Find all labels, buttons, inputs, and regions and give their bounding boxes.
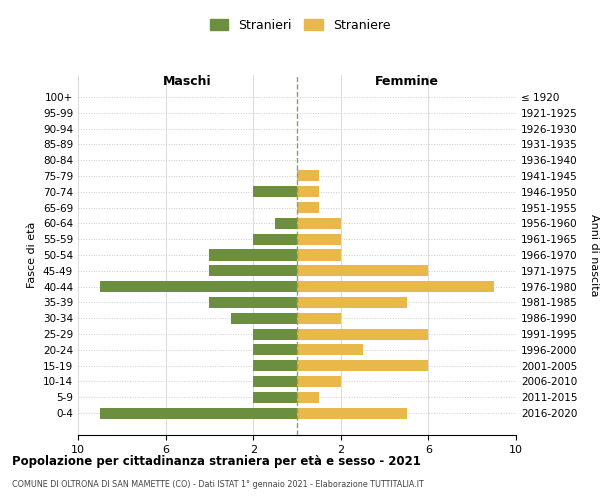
Bar [297,312,341,324]
Bar [297,360,428,371]
Bar [297,234,341,244]
Bar [209,250,297,260]
Bar [297,328,428,340]
Bar [297,170,319,181]
Bar [209,297,297,308]
Text: Maschi: Maschi [163,74,212,88]
Bar [297,392,319,403]
Bar [253,344,297,356]
Bar [100,408,297,418]
Text: COMUNE DI OLTRONA DI SAN MAMETTE (CO) - Dati ISTAT 1° gennaio 2021 - Elaborazion: COMUNE DI OLTRONA DI SAN MAMETTE (CO) - … [12,480,424,489]
Text: Popolazione per cittadinanza straniera per età e sesso - 2021: Popolazione per cittadinanza straniera p… [12,455,421,468]
Y-axis label: Anni di nascita: Anni di nascita [589,214,599,296]
Bar [297,408,407,418]
Bar [297,344,363,356]
Bar [297,218,341,229]
Bar [253,186,297,198]
Bar [253,234,297,244]
Legend: Stranieri, Straniere: Stranieri, Straniere [205,14,395,37]
Bar [253,392,297,403]
Bar [297,186,319,198]
Bar [297,202,319,213]
Text: Femmine: Femmine [374,74,439,88]
Bar [100,281,297,292]
Bar [232,312,297,324]
Bar [297,376,341,387]
Bar [297,297,407,308]
Bar [297,250,341,260]
Bar [275,218,297,229]
Bar [209,266,297,276]
Bar [297,281,494,292]
Y-axis label: Fasce di età: Fasce di età [28,222,37,288]
Bar [253,360,297,371]
Bar [297,266,428,276]
Bar [253,376,297,387]
Bar [253,328,297,340]
